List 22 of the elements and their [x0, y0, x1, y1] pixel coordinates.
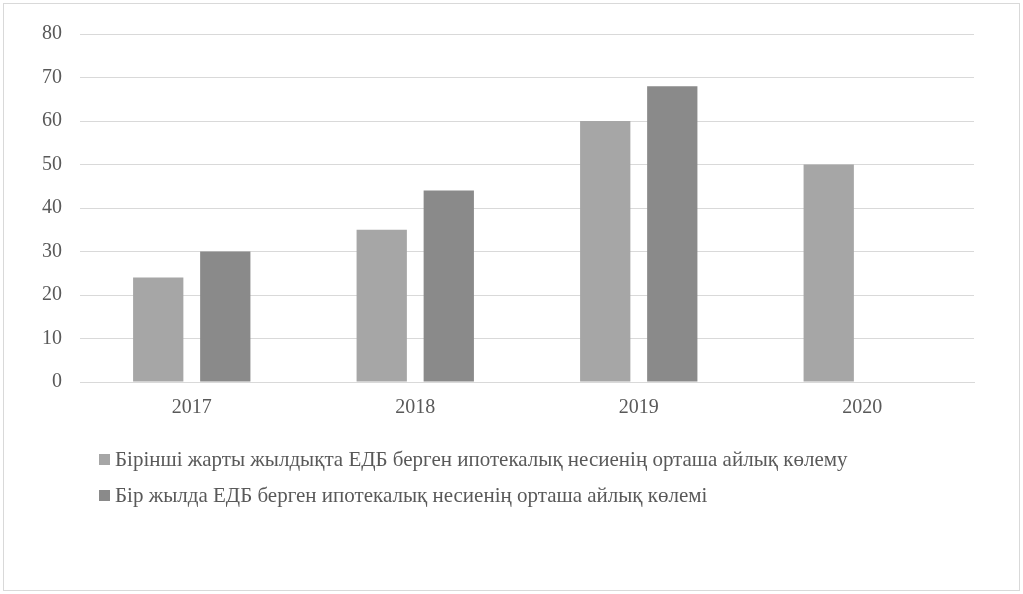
- bar: [647, 86, 698, 382]
- y-tick-label: 40: [42, 195, 62, 218]
- bar: [133, 277, 184, 382]
- bar: [580, 121, 631, 382]
- legend-label: Бірінші жарты жылдықта ЕДБ берген ипотекалық несиенің орташа айлық көлему: [115, 446, 848, 473]
- y-tick-label: 0: [52, 369, 62, 392]
- y-tick-label: 30: [42, 238, 62, 261]
- bar: [356, 229, 407, 382]
- bar: [423, 190, 474, 382]
- x-tick-label: 2019: [618, 395, 659, 418]
- legend-label: Бір жылда ЕДБ берген ипотекалық несиенің орташа айлық көлемі: [115, 482, 708, 509]
- y-tick-label: 10: [42, 325, 62, 348]
- y-tick-label: 70: [42, 64, 62, 87]
- y-tick-label: 20: [42, 282, 62, 305]
- x-tick-label: 2017: [171, 395, 212, 418]
- y-tick-label: 60: [42, 108, 62, 131]
- bar: [803, 164, 854, 382]
- x-tick-label: 2018: [395, 395, 436, 418]
- x-tick-label: 2020: [842, 395, 883, 418]
- y-tick-label: 80: [42, 21, 62, 44]
- bar: [200, 251, 251, 382]
- y-tick-label: 50: [42, 151, 62, 174]
